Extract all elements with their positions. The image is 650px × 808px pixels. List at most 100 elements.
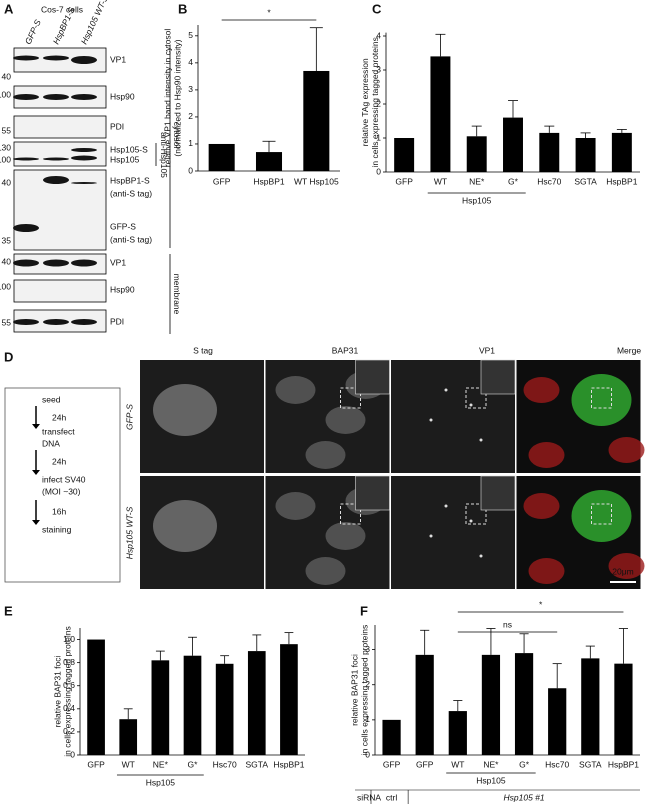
y-tick-label: 0.4 xyxy=(63,703,75,713)
blot-band xyxy=(71,259,97,267)
x-tick-label: NE* xyxy=(153,759,169,769)
bar xyxy=(581,658,600,755)
bar xyxy=(255,152,283,171)
x-tick-label: G* xyxy=(508,176,519,186)
cell xyxy=(305,557,346,585)
blot-band xyxy=(43,176,69,184)
roi xyxy=(340,503,361,525)
bracket-label: anti-Hsp105 xyxy=(159,132,169,178)
y-tick-label: 0.2 xyxy=(63,726,75,736)
x-tick-label: WT xyxy=(434,176,447,186)
x-tick-label: NE* xyxy=(469,176,485,186)
blot-label: Hsp90 xyxy=(110,91,135,101)
row-label: Hsp105 WT-S xyxy=(124,506,134,559)
x-tick-label: HspBP1 xyxy=(273,759,304,769)
inset xyxy=(355,475,390,511)
x-tick-label: HspBP1 xyxy=(253,176,284,186)
protocol-step: DNA xyxy=(42,438,60,448)
protocol-step: staining xyxy=(42,524,72,534)
y-tick-label: 0.8 xyxy=(63,657,75,667)
mw-marker: 130 xyxy=(0,142,11,152)
roi xyxy=(591,387,612,409)
nucleus xyxy=(528,442,565,468)
speck xyxy=(479,438,483,442)
y-tick-label: 1 xyxy=(365,714,370,724)
y-tick-label: 3 xyxy=(365,644,370,654)
blot xyxy=(13,115,107,139)
significance-label: * xyxy=(267,7,271,17)
bar xyxy=(382,719,401,755)
bar xyxy=(614,663,633,755)
x-tick-label: GFP xyxy=(416,759,434,769)
x-tick-label: G* xyxy=(519,759,530,769)
column-header: S tag xyxy=(193,345,213,355)
significance-label: * xyxy=(539,599,543,609)
mw-marker: 40 xyxy=(2,71,12,81)
blot-band xyxy=(13,259,39,267)
bar xyxy=(215,663,234,755)
cell xyxy=(571,490,632,542)
panel-letter: C xyxy=(372,1,382,16)
y-tick-label: 1.0 xyxy=(63,634,75,644)
bar xyxy=(151,660,170,755)
x-tick-label: WT xyxy=(451,759,464,769)
y-tick-label: 0.6 xyxy=(63,680,75,690)
x-tick-label: NE* xyxy=(483,759,499,769)
bar xyxy=(247,651,266,755)
mw-marker: 100 xyxy=(0,154,11,164)
scale-bar-label: 20μm xyxy=(612,566,633,576)
roi xyxy=(465,503,487,525)
bar xyxy=(280,644,298,755)
roi xyxy=(465,387,487,409)
blot-band xyxy=(13,94,39,100)
nucleus xyxy=(608,553,645,579)
mw-marker: 100 xyxy=(0,281,11,291)
protocol-step: 24h xyxy=(52,412,66,422)
blot-label: PDI xyxy=(110,316,124,326)
blot-band xyxy=(43,94,69,100)
blot-label: (anti-S tag) xyxy=(110,234,152,244)
x-tick-label: GFP xyxy=(395,176,413,186)
y-axis-label: in cells expressing tagged proteins xyxy=(62,626,72,756)
mw-marker: 55 xyxy=(2,125,12,135)
speck xyxy=(469,519,473,523)
blot-band xyxy=(43,55,69,61)
protocol-box xyxy=(4,387,121,583)
bracket-label: membrane xyxy=(172,274,182,315)
x-tick-label: Hsc70 xyxy=(545,759,569,769)
speck xyxy=(469,403,473,407)
blot-band xyxy=(43,157,69,161)
blot-label: HspBP1-S xyxy=(110,175,150,185)
cell xyxy=(275,376,316,404)
bar xyxy=(430,56,451,172)
blot-label: Hsp90 xyxy=(110,284,135,294)
blot-band xyxy=(13,157,39,161)
bar xyxy=(503,117,523,172)
y-tick-label: 4 xyxy=(188,57,193,67)
blot-band xyxy=(71,155,97,161)
cell xyxy=(305,441,346,469)
y-axis-label: (normalized to Hsp90 intensity) xyxy=(172,39,182,156)
roi xyxy=(340,387,361,409)
mw-marker: 40 xyxy=(2,177,12,187)
panel-letter: A xyxy=(4,1,14,16)
bracket-label: cytosol xyxy=(172,122,182,149)
y-tick-label: 4 xyxy=(376,30,381,40)
blot-label: Hsp105-S xyxy=(110,144,148,154)
blot-band xyxy=(13,319,39,325)
speck xyxy=(429,534,433,538)
bar xyxy=(466,136,487,172)
group-label: Hsp105 xyxy=(462,195,492,205)
speck xyxy=(429,418,433,422)
row-value: Hsp105 #1 xyxy=(504,792,545,802)
protocol-step: (MOI ~30) xyxy=(42,486,81,496)
blot-band xyxy=(71,182,97,184)
blot-band xyxy=(13,55,39,61)
x-tick-label: GFP xyxy=(87,759,105,769)
cell xyxy=(325,406,366,434)
cell xyxy=(275,492,316,520)
y-axis-label: in cells expressing tagged proteins xyxy=(370,37,380,167)
x-tick-label: SGTA xyxy=(579,759,602,769)
bar xyxy=(183,655,202,755)
speck xyxy=(479,554,483,558)
